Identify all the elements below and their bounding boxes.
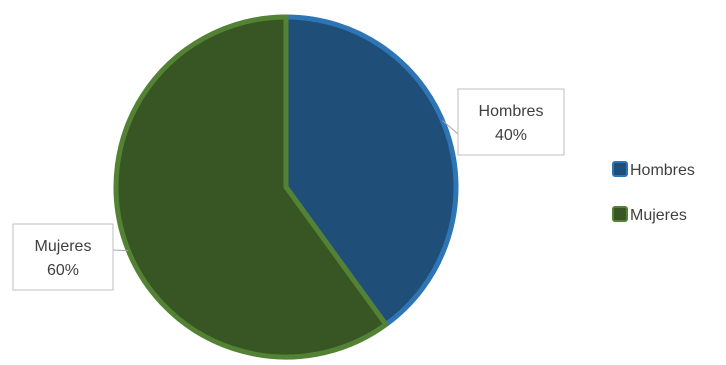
data-label-category-hombres: Hombres bbox=[479, 103, 544, 120]
legend-item-mujeres: Mujeres bbox=[613, 207, 687, 224]
data-label-hombres: Hombres 40% bbox=[458, 89, 564, 155]
legend-swatch-mujeres bbox=[613, 207, 627, 221]
legend: Hombres Mujeres bbox=[613, 162, 695, 224]
legend-item-hombres: Hombres bbox=[613, 162, 695, 179]
data-label-value-mujeres: 60% bbox=[47, 262, 79, 279]
data-label-mujeres: Mujeres 60% bbox=[13, 224, 113, 290]
legend-label-mujeres: Mujeres bbox=[630, 207, 687, 224]
pie-slices bbox=[116, 17, 456, 357]
data-label-value-hombres: 40% bbox=[495, 127, 527, 144]
data-label-box-mujeres bbox=[13, 224, 113, 290]
legend-label-hombres: Hombres bbox=[630, 162, 695, 179]
data-label-box-hombres bbox=[458, 89, 564, 155]
label-connector-mujeres bbox=[113, 250, 128, 251]
legend-swatch-hombres bbox=[613, 162, 627, 176]
data-label-category-mujeres: Mujeres bbox=[35, 238, 92, 255]
